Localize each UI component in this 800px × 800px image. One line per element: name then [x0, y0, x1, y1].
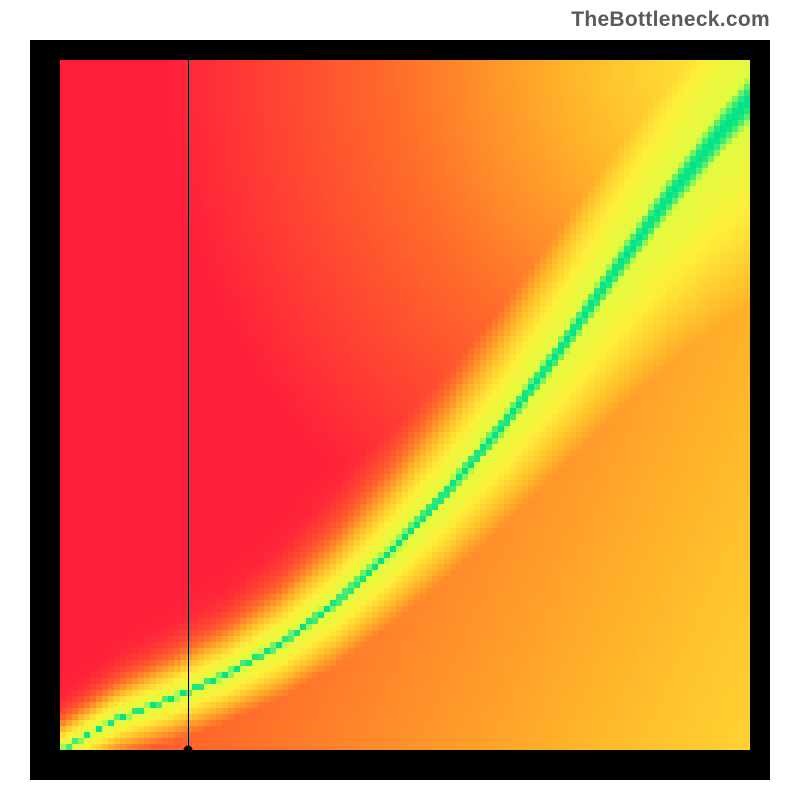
heatmap-plot — [60, 60, 750, 750]
chart-frame — [30, 40, 770, 780]
heatmap-canvas — [60, 60, 750, 750]
watermark-text: TheBottleneck.com — [571, 8, 770, 32]
marker-dot — [184, 746, 193, 755]
marker-vertical-line — [188, 60, 189, 750]
